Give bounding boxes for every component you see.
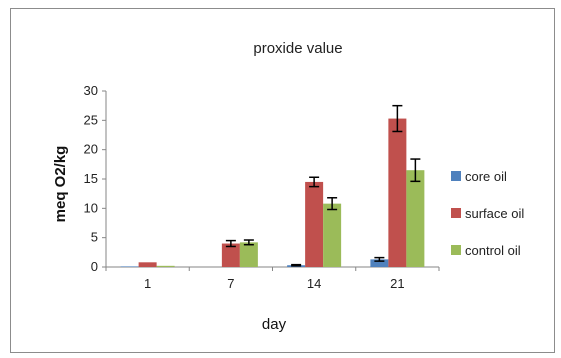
y-tick-label: 0 bbox=[91, 259, 98, 274]
bar bbox=[221, 243, 240, 267]
legend-swatch bbox=[451, 208, 461, 218]
bar bbox=[138, 262, 157, 267]
bar bbox=[370, 259, 389, 267]
bar bbox=[406, 170, 425, 267]
y-tick-label: 5 bbox=[91, 230, 98, 245]
x-tick-label: 21 bbox=[390, 276, 404, 291]
legend: core oil surface oil control oil bbox=[451, 169, 524, 258]
bars bbox=[120, 118, 425, 267]
bar bbox=[305, 181, 324, 267]
legend-label: control oil bbox=[465, 243, 521, 258]
chart-svg: proxide value 0 5 10 15 20 25 30 1 7 14 21 meq O2/… bbox=[52, 40, 524, 333]
legend-label: core oil bbox=[465, 169, 507, 184]
bar bbox=[239, 242, 258, 267]
legend-swatch bbox=[451, 171, 461, 181]
x-tick-label: 7 bbox=[227, 276, 234, 291]
y-tick-label: 25 bbox=[84, 112, 98, 127]
y-axis-label: meq O2/kg bbox=[52, 146, 69, 223]
x-tick-label: 1 bbox=[144, 276, 151, 291]
x-axis-label: day bbox=[262, 316, 287, 333]
legend-label: surface oil bbox=[465, 206, 524, 221]
x-tick-label: 14 bbox=[307, 276, 321, 291]
y-tick-label: 15 bbox=[84, 171, 98, 186]
legend-swatch bbox=[451, 245, 461, 255]
y-tick-label: 30 bbox=[84, 83, 98, 98]
chart-title: proxide value bbox=[253, 40, 342, 57]
chart-frame: proxide value 0 5 10 15 20 25 30 1 7 14 21 meq O2/… bbox=[10, 8, 555, 353]
bar bbox=[388, 118, 407, 267]
bar bbox=[120, 266, 139, 267]
bar bbox=[323, 203, 342, 267]
bar bbox=[156, 265, 175, 267]
y-tick-label: 20 bbox=[84, 142, 98, 157]
y-tick-label: 10 bbox=[84, 200, 98, 215]
axes: 0 5 10 15 20 25 30 1 7 14 21 bbox=[84, 83, 440, 291]
error-bars bbox=[225, 104, 421, 267]
